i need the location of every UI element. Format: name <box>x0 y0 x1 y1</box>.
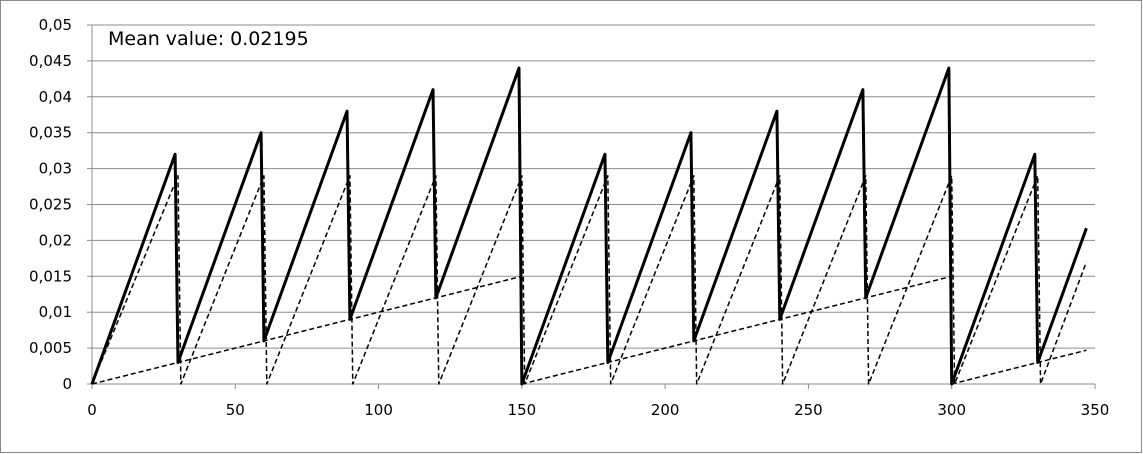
series-line <box>90 66 1088 386</box>
y-tick-label: 0,005 <box>29 339 72 357</box>
x-tick-label: 150 <box>508 401 537 419</box>
x-tick-label: 0 <box>87 401 97 419</box>
y-tick-label: 0,01 <box>39 303 72 321</box>
y-tick-label: 0,03 <box>39 160 72 178</box>
y-tick-label: 0,025 <box>29 196 72 214</box>
y-tick-label: 0 <box>62 375 72 393</box>
y-tick-label: 0,045 <box>29 52 72 70</box>
x-tick-label: 300 <box>937 401 966 419</box>
x-tick-label: 350 <box>1081 401 1110 419</box>
series-line <box>91 275 1087 385</box>
series-line <box>91 175 1088 385</box>
y-tick-label: 0,035 <box>29 124 72 142</box>
x-tick-label: 50 <box>226 401 245 419</box>
x-tick-label: 250 <box>794 401 823 419</box>
y-tick-label: 0,05 <box>39 16 72 34</box>
y-tick-label: 0,02 <box>39 231 72 249</box>
x-tick-label: 100 <box>364 401 393 419</box>
x-tick-label: 200 <box>651 401 680 419</box>
annotation: Mean value: 0.02195 <box>108 28 309 50</box>
y-tick-label: 0,04 <box>39 88 72 106</box>
y-tick-label: 0,015 <box>29 267 72 285</box>
